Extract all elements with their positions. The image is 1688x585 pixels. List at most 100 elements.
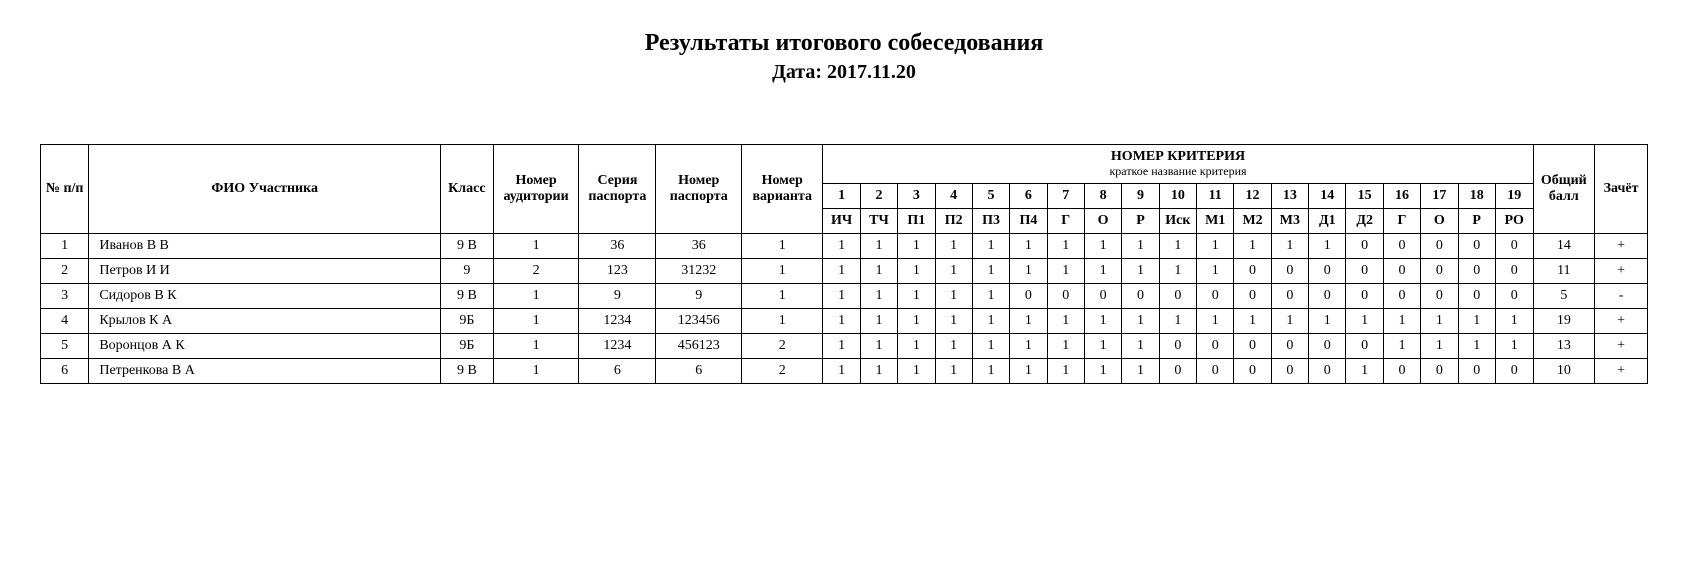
table-cell: 1 [972,334,1009,359]
table-cell: 0 [1197,359,1234,384]
table-cell: 10 [1533,359,1595,384]
column-header: Номер аудитории [493,145,579,234]
table-cell: 0 [1458,359,1495,384]
table-cell: 9 В [441,359,494,384]
table-cell: 0 [1234,334,1271,359]
table-cell: 1 [493,334,579,359]
table-cell: 0 [1159,359,1196,384]
table-cell: 0 [1383,234,1420,259]
table-cell: Петров И И [89,259,441,284]
column-header: ТЧ [860,209,897,234]
table-cell: 1 [1122,334,1159,359]
table-cell: 13 [1533,334,1595,359]
results-table: № п/пФИО УчастникаКлассНомер аудиторииСе… [40,144,1648,384]
criteria-title: НОМЕР КРИТЕРИЯ [827,149,1528,164]
table-cell: 36 [579,234,656,259]
table-cell: 0 [1309,284,1346,309]
table-cell: 9 [441,259,494,284]
table-cell: 2 [742,359,823,384]
table-cell: 1 [1495,334,1533,359]
table-cell: 456123 [656,334,742,359]
column-header: 14 [1309,184,1346,209]
column-header: П2 [935,209,972,234]
table-cell: 0 [1421,359,1458,384]
column-header: ИЧ [823,209,860,234]
column-header: О [1421,209,1458,234]
table-cell: 0 [1346,284,1383,309]
table-cell: 2 [742,334,823,359]
table-cell: 1 [1047,334,1084,359]
table-cell: 1 [1159,259,1196,284]
column-header: Р [1122,209,1159,234]
table-cell: 1 [860,309,897,334]
criteria-subtitle: краткое название критерия [827,164,1528,179]
column-header: НОМЕР КРИТЕРИЯкраткое название критерия [823,145,1533,184]
table-cell: 1 [493,234,579,259]
table-cell: 1 [1159,309,1196,334]
table-cell: 1 [493,359,579,384]
table-cell: 1 [1197,259,1234,284]
table-cell: 1 [1458,334,1495,359]
table-cell: 1 [898,359,935,384]
table-cell: 1 [898,334,935,359]
table-cell: 3 [41,284,89,309]
table-cell: 2 [41,259,89,284]
table-cell: 0 [1495,234,1533,259]
column-header: 3 [898,184,935,209]
table-cell: 1 [1084,234,1121,259]
table-cell: 0 [1271,359,1308,384]
table-cell: 0 [1346,334,1383,359]
column-header: П3 [972,209,1009,234]
table-cell: 1234 [579,309,656,334]
table-cell: 0 [1197,334,1234,359]
table-cell: 0 [1383,284,1420,309]
table-cell: 1 [1122,309,1159,334]
table-cell: 0 [1234,259,1271,284]
table-cell: 0 [1383,359,1420,384]
table-cell: 1 [823,334,860,359]
table-cell: 0 [1346,259,1383,284]
column-header: Общий балл [1533,145,1595,234]
table-cell: 11 [1533,259,1595,284]
table-cell: 1 [1122,234,1159,259]
table-cell: 4 [41,309,89,334]
table-cell: 0 [1421,259,1458,284]
column-header: 11 [1197,184,1234,209]
table-cell: 9Б [441,309,494,334]
column-header: Г [1383,209,1420,234]
table-cell: 1 [1122,359,1159,384]
column-header: Д2 [1346,209,1383,234]
table-cell: 1 [935,284,972,309]
table-cell: Петренкова В А [89,359,441,384]
table-cell: 1 [1495,309,1533,334]
column-header: Зачёт [1595,145,1648,234]
column-header: 18 [1458,184,1495,209]
table-cell: 1 [935,234,972,259]
table-cell: 1 [1234,309,1271,334]
table-cell: 1 [972,259,1009,284]
column-header: 10 [1159,184,1196,209]
table-cell: 0 [1271,259,1308,284]
table-cell: 9Б [441,334,494,359]
table-cell: 1 [935,259,972,284]
table-cell: 1 [860,359,897,384]
table-cell: 0 [1495,359,1533,384]
table-cell: 123 [579,259,656,284]
table-row: 2Петров И И92123312321111111111110000000… [41,259,1648,284]
table-row: 5Воронцов А К9Б1123445612321111111110000… [41,334,1648,359]
table-cell: + [1595,309,1648,334]
column-header: Серия паспорта [579,145,656,234]
table-cell: 0 [1159,284,1196,309]
table-cell: 1 [742,284,823,309]
table-cell: 5 [41,334,89,359]
column-header: 2 [860,184,897,209]
table-cell: 0 [1271,284,1308,309]
column-header: 16 [1383,184,1420,209]
table-cell: 1 [935,309,972,334]
table-cell: 0 [1159,334,1196,359]
column-header: Класс [441,145,494,234]
column-header: 8 [1084,184,1121,209]
table-cell: 1 [823,234,860,259]
column-header: 13 [1271,184,1308,209]
column-header: 19 [1495,184,1533,209]
